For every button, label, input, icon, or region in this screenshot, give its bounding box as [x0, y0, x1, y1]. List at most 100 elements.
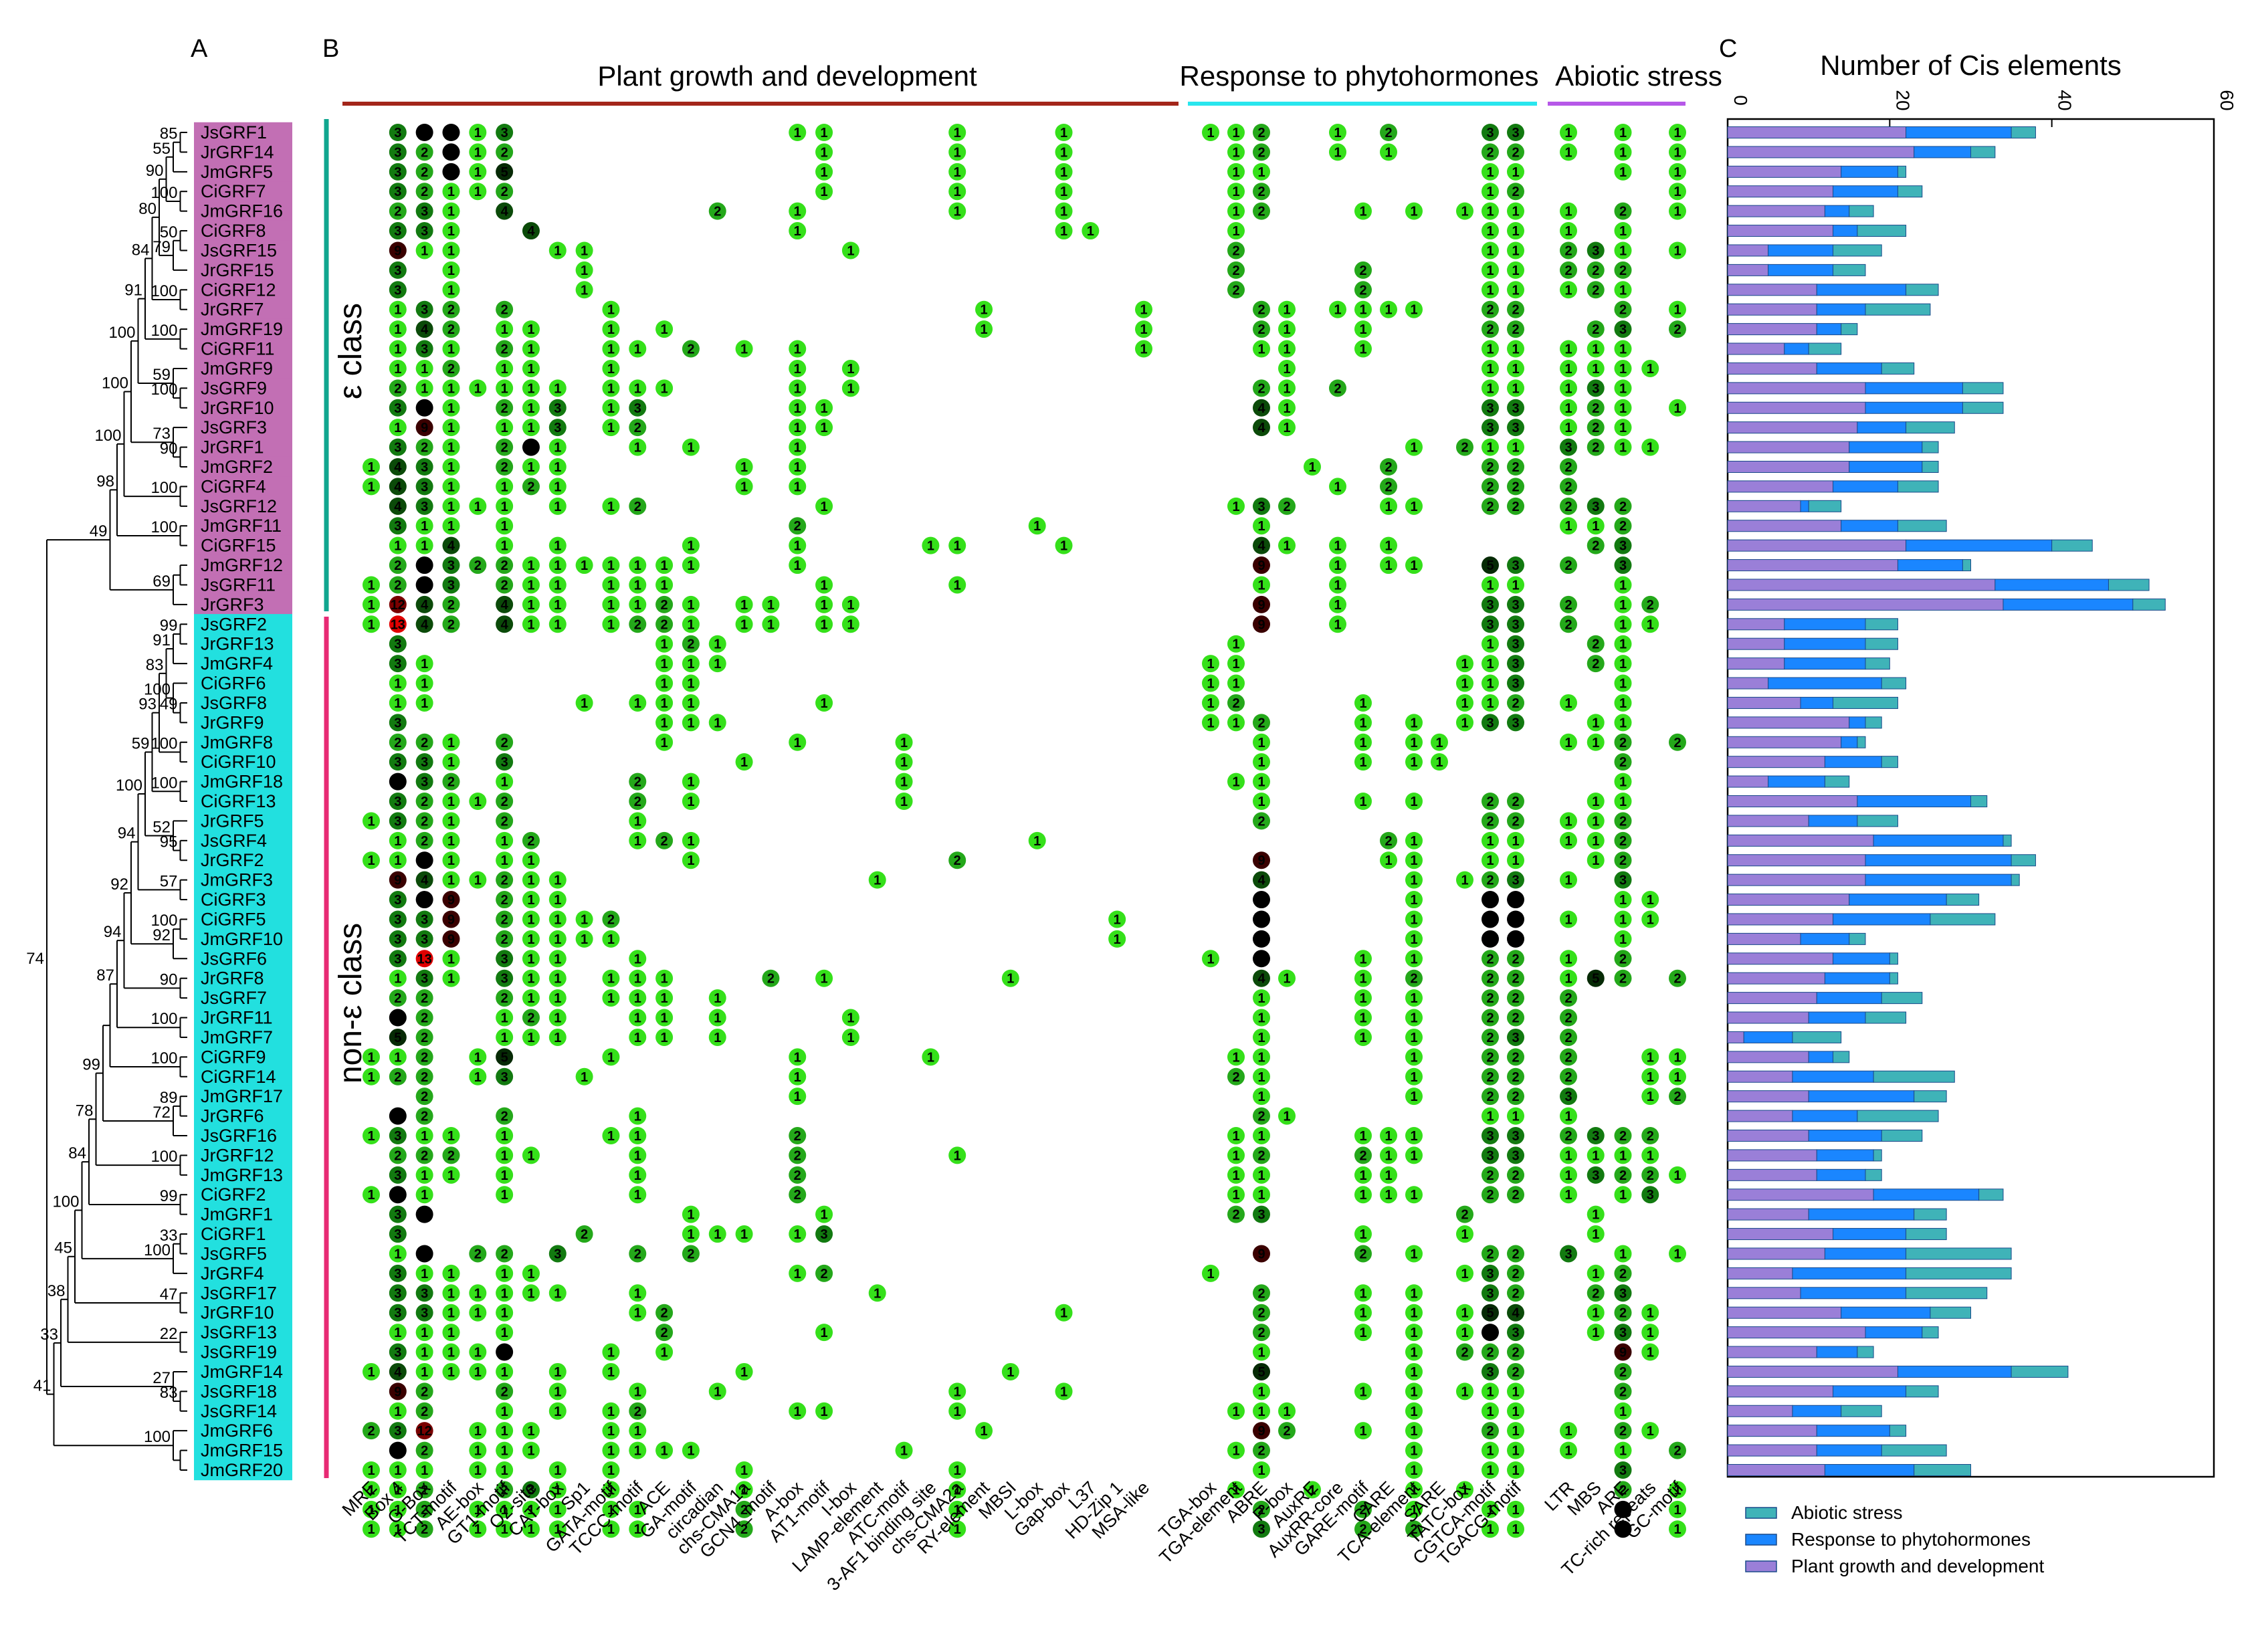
cis-dot: 1: [1507, 340, 1524, 358]
gene-row: JrGRF11: [194, 1007, 292, 1028]
cis-dot-circle: [1481, 1500, 1499, 1518]
cis-dot-circle: [789, 1166, 807, 1184]
cis-dot-count: 2: [1512, 1090, 1519, 1104]
cis-dot: 1: [815, 497, 833, 515]
cis-dot-circle: [1055, 163, 1073, 181]
cis-dot-circle: [522, 458, 540, 476]
bar-segment: [1889, 972, 1898, 985]
cis-dot-count: 2: [821, 1267, 828, 1281]
gene-label: JmGRF8: [201, 732, 273, 752]
cis-dot: 1: [1253, 793, 1270, 810]
cis-dot: 1: [1405, 930, 1423, 948]
cis-dot: 1: [895, 793, 913, 810]
cis-dot: 1: [789, 340, 807, 358]
cis-dot: 1: [1456, 1481, 1473, 1499]
bar-segment: [1727, 1326, 1866, 1339]
cis-dot: 1: [708, 1028, 726, 1046]
gene-label: JrGRF4: [201, 1263, 264, 1283]
cis-dot: 1: [708, 1382, 726, 1401]
cis-dot: 1: [868, 1284, 886, 1302]
cis-dot: 1: [1641, 1304, 1659, 1322]
cis-dot-circle: [415, 399, 433, 417]
cis-dot: 1: [496, 1186, 514, 1204]
cis-dot-count: 1: [1410, 795, 1417, 809]
cis-dot-circle: [1669, 1481, 1686, 1499]
cis-dot-count: 3: [1486, 1365, 1494, 1380]
cis-dot-circle: [548, 458, 567, 476]
bar-segment: [1816, 1346, 1858, 1358]
cis-dot: 1: [389, 694, 407, 712]
cis-dot: 1: [948, 183, 966, 201]
cis-dot-count: 1: [740, 1483, 748, 1498]
cis-dot-circle: [389, 379, 407, 397]
cis-dot: 2: [1614, 753, 1632, 771]
cis-dot-count: 1: [687, 853, 694, 868]
cis-dot-count: 1: [447, 381, 455, 396]
cis-dot: 1: [1587, 340, 1605, 358]
cis-dot-circle: [442, 536, 460, 554]
cis-dot-count: 2: [1619, 519, 1627, 534]
cis-dot-count: 2: [1512, 1267, 1519, 1281]
cis-dot: 1: [655, 1028, 674, 1046]
cis-dot-count: 1: [794, 126, 801, 140]
cis-dot-circle: [442, 851, 460, 869]
cis-dot-count: 2: [1257, 716, 1265, 730]
bootstrap-value: 100: [150, 282, 177, 300]
cis-dot-count: 1: [1359, 991, 1366, 1006]
cis-dot-circle: [1227, 1048, 1245, 1066]
cis-dot-count: 1: [1060, 539, 1067, 554]
cis-dot: 1: [1507, 851, 1524, 869]
cis-dot-count: 2: [1232, 1070, 1239, 1085]
cis-dot: 1: [1507, 1461, 1524, 1479]
cis-dot: 2: [1481, 1088, 1499, 1106]
cis-dot-count: 1: [1410, 1405, 1417, 1419]
cis-dot-circle: [602, 1481, 620, 1499]
cis-dot: 1: [629, 1520, 647, 1538]
cis-dot-count: 1: [607, 342, 615, 357]
cis-dot-count: 3: [1512, 126, 1519, 140]
cis-dot: 1: [948, 1146, 966, 1164]
cis-dot: 1: [1614, 419, 1632, 437]
gene-row: JmGRF15: [194, 1440, 292, 1461]
cis-dot: 1: [602, 419, 620, 437]
cis-dot-circle: [1253, 772, 1270, 791]
cis-dot: 6: [415, 556, 433, 575]
cis-dot-circle: [629, 831, 647, 849]
cis-dot-count: 1: [1486, 696, 1494, 711]
gene-row: JrGRF13: [194, 633, 292, 654]
cis-dot-count: 1: [634, 696, 641, 711]
cis-dot-count: 1: [394, 1483, 401, 1498]
cis-dot-count: 3: [394, 126, 401, 140]
cis-dot-circle: [1507, 1067, 1524, 1086]
cis-dot-count: 3: [501, 1070, 508, 1085]
cis-dot-circle: [708, 1009, 726, 1027]
cis-dot-circle: [1560, 281, 1577, 299]
cis-dot-count: 2: [1619, 1129, 1627, 1144]
cis-dot-circle: [415, 674, 433, 692]
cis-dot-circle: [1587, 1304, 1605, 1322]
cis-dot-circle: [1507, 989, 1524, 1007]
cis-dot-count: 1: [447, 421, 455, 435]
cis-dot-circle: [735, 478, 753, 496]
bootstrap-value: 41: [33, 1377, 52, 1395]
bar-segment: [1841, 165, 1898, 178]
cis-dot-circle: [1614, 793, 1632, 810]
cis-dot: 1: [1055, 124, 1073, 141]
cis-dot-circle: [1614, 320, 1632, 338]
cis-dot-circle: [1405, 793, 1423, 810]
cis-dot-count: 1: [554, 972, 561, 987]
cis-dot-circle: [496, 1500, 514, 1518]
cis-dot-circle: [442, 1362, 460, 1380]
cis-dot-circle: [1560, 1028, 1577, 1046]
gene-label-background: [194, 712, 292, 733]
gene-label-background: [194, 260, 292, 281]
cis-dot-count: 2: [1564, 1031, 1572, 1045]
cis-dot-count: 3: [1486, 598, 1494, 613]
cis-dot: 1: [496, 1362, 514, 1380]
cis-dot: 2: [1669, 969, 1686, 987]
cis-dot-circle: [389, 1028, 407, 1046]
cis-dot: 1: [1481, 1402, 1499, 1420]
cis-dot: 1: [948, 1382, 966, 1401]
cis-dot-count: 1: [1619, 243, 1627, 258]
cis-dot-circle: [1614, 1382, 1632, 1401]
